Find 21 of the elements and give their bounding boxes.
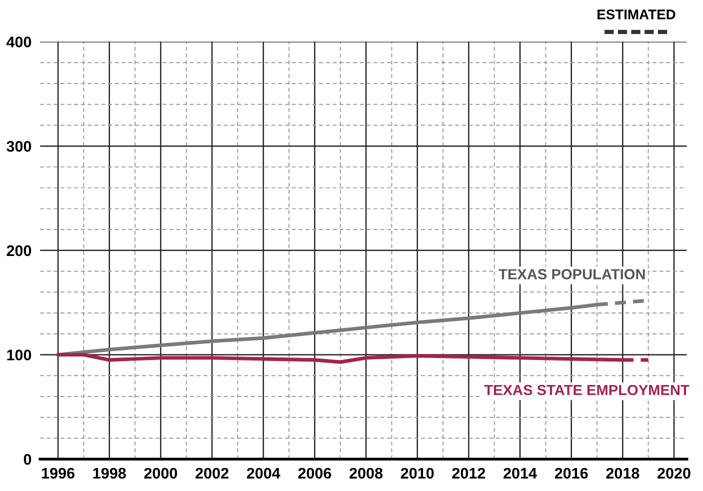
x-tick-label: 1996	[42, 468, 74, 479]
x-tick-label: 2020	[658, 468, 690, 479]
x-tick-label: 2004	[246, 468, 280, 479]
y-tick-label: 300	[6, 140, 32, 152]
x-tick-label: 1998	[93, 468, 126, 479]
text: ESTIMATED	[598, 10, 676, 20]
text: TEXAS POPULATION	[498, 269, 645, 280]
x-tick-label: 2008	[350, 468, 383, 479]
y-tick-label: 100	[7, 350, 32, 360]
y-tick-label: 0	[24, 454, 32, 465]
x-tick-label: 2006	[298, 468, 332, 479]
y-tick-label: 200	[6, 245, 32, 256]
x-tick-label: 2018	[606, 468, 640, 479]
x-tick-label: 2014	[504, 468, 537, 479]
x-tick-label: 2016	[554, 468, 588, 479]
x-tick-label: 2000	[144, 468, 178, 479]
x-tick-label: 2002	[196, 468, 228, 479]
y-tick-label: 400	[6, 36, 32, 48]
x-tick-label: 2010	[400, 468, 434, 479]
series-label: TEXAS STATE EMPLOYMENT	[484, 384, 690, 396]
x-tick-label: 2012	[452, 468, 486, 479]
